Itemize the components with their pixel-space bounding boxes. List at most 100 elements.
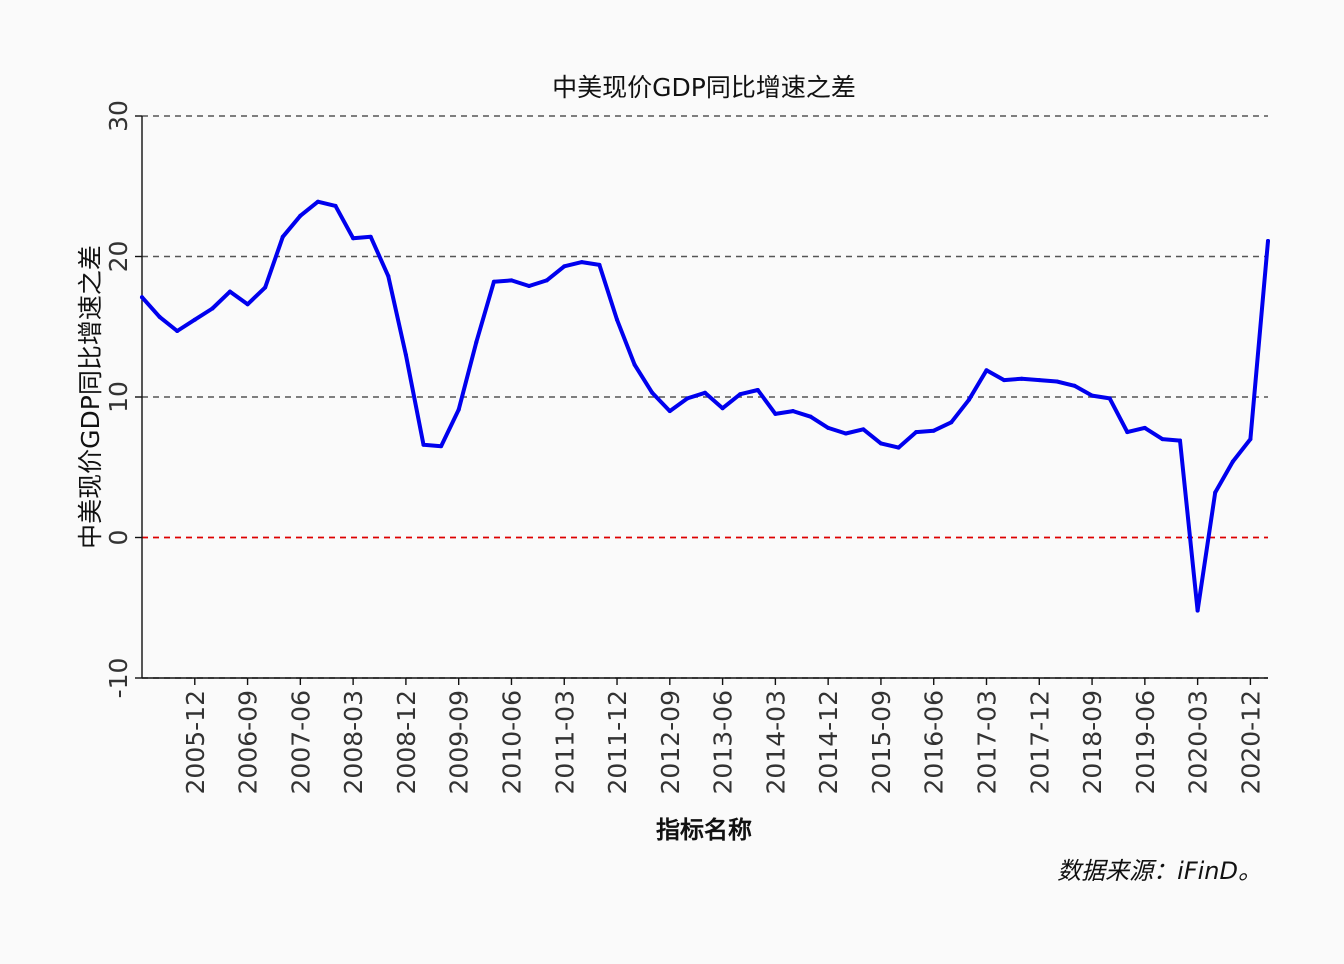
data-point [615,317,620,322]
x-tick-label: 2014-12 [814,690,843,794]
data-point [1160,437,1165,442]
x-tick-label: 2017-03 [973,690,1002,794]
data-point [175,328,180,333]
data-point [755,387,760,392]
data-point [843,431,848,436]
chart-title: 中美现价GDP同比增速之差 [552,73,856,102]
data-point [1248,437,1253,442]
series-line [140,199,1270,613]
x-tick-label: 2014-03 [761,690,790,794]
data-point [685,396,690,401]
data-point [1178,438,1183,443]
data-point [914,430,919,435]
y-axis-label: 中美现价GDP同比增速之差 [76,245,105,549]
data-point [1054,379,1059,384]
source-note: 数据来源：iFinD。 [1057,857,1262,885]
data-point [491,279,496,284]
data-point [1019,376,1024,381]
data-point [826,425,831,430]
y-tick-label: 10 [104,381,133,413]
y-tick-label: -10 [104,658,133,699]
data-point [474,340,479,345]
data-point [456,407,461,412]
data-point [192,317,197,322]
data-point [966,397,971,402]
data-point [280,234,285,239]
x-tick-label: 2020-03 [1184,690,1213,794]
x-tick-label: 2009-09 [445,690,474,794]
x-tick-label: 2005-12 [181,690,210,794]
data-point [1090,393,1095,398]
tick-labels: -10 0 10 20 30 2005-12 2006-09 2007-06 2008-03 20… [104,100,1265,794]
x-tick-label: 2011-12 [603,690,632,794]
data-point [157,314,162,319]
x-tick-label: 2010-06 [497,690,526,794]
x-tick-label: 2012-09 [656,690,685,794]
data-point [263,285,268,290]
axes [135,115,1268,685]
data-point [1002,378,1007,383]
data-point [650,390,655,395]
data-point [527,284,532,289]
x-tick-label: 2019-06 [1131,690,1160,794]
data-point [1037,378,1042,383]
data-point [439,444,444,449]
data-point [333,203,338,208]
x-tick-label: 2006-09 [234,690,263,794]
x-axis-label: 指标名称 [656,816,752,844]
data-point [878,441,883,446]
x-tick-label: 2008-12 [392,690,421,794]
series-layer [140,199,1270,613]
data-point [720,406,725,411]
data-point [597,262,602,267]
data-point [790,409,795,414]
data-point [140,295,144,300]
y-tick-label: 20 [104,241,133,273]
data-point [931,428,936,433]
data-point [1230,459,1235,464]
x-tick-label: 2020-12 [1236,690,1265,794]
x-tick-label: 2016-06 [920,690,949,794]
data-point [298,213,303,218]
data-point [403,352,408,357]
data-point [368,234,373,239]
data-point [245,302,250,307]
x-tick-label: 2008-03 [339,690,368,794]
data-point [210,306,215,311]
data-point [315,199,320,204]
y-tick-label: 0 [104,530,133,546]
data-point [896,445,901,450]
data-point [544,278,549,283]
data-point [1195,608,1200,613]
data-point [773,411,778,416]
data-point [1213,490,1218,495]
data-point [984,368,989,373]
data-point [738,392,743,397]
data-point [579,260,584,265]
data-point [562,264,567,269]
data-point [667,409,672,414]
data-point [351,236,356,241]
x-tick-label: 2015-09 [867,690,896,794]
data-point [227,289,232,294]
data-point [1142,425,1147,430]
data-point [1125,430,1130,435]
data-point [703,390,707,395]
data-point [949,420,954,425]
data-point [509,278,514,283]
data-point [421,442,426,447]
x-tick-label: 2011-03 [550,690,579,794]
data-point [1266,239,1270,244]
x-tick-label: 2017-12 [1025,690,1054,794]
y-tick-label: 30 [104,100,133,132]
data-point [861,427,866,432]
data-point [386,274,391,279]
data-point [1107,396,1112,401]
x-tick-label: 2013-06 [709,690,738,794]
x-tick-label: 2007-06 [286,690,315,794]
data-point [1072,383,1077,388]
data-point [808,414,813,419]
data-point [632,362,637,367]
